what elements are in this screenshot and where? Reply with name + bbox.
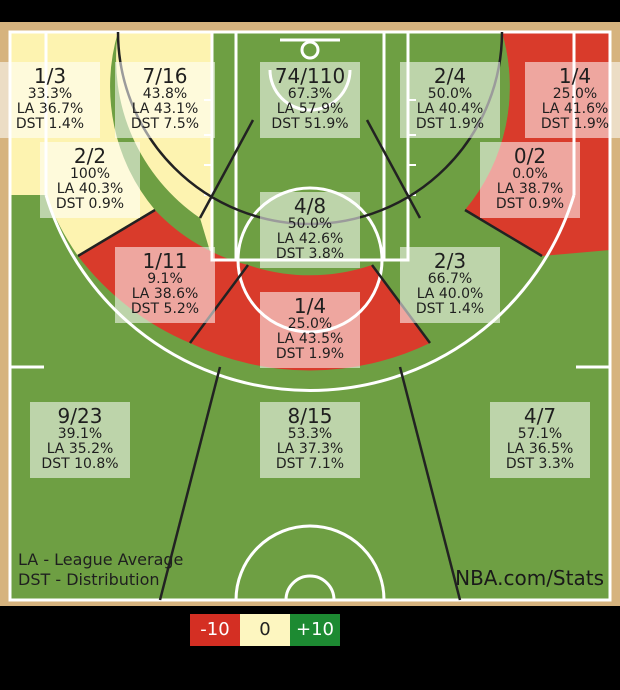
zone-distribution: DST 7.1% <box>275 456 345 472</box>
zone-divider <box>77 208 156 258</box>
zone-distribution: DST 1.4% <box>415 301 485 317</box>
zone-fg-pct: 57.1% <box>517 426 563 442</box>
center-circle <box>234 524 386 601</box>
zone-label-paint-non-ra: 4/8 50.0% LA 42.6% DST 3.8% <box>260 192 360 268</box>
zone-divider <box>188 264 250 344</box>
zone-label-l-wing-mid-top: 7/16 43.8% LA 43.1% DST 7.5% <box>115 62 215 138</box>
zone-shots: 1/4 <box>558 64 592 88</box>
zone-label-r-wing-3: 4/7 57.1% LA 36.5% DST 3.3% <box>490 402 590 478</box>
zone-label-rc3: 1/4 25.0% LA 41.6% DST 1.9% <box>525 62 620 138</box>
zone-shots: 9/23 <box>57 404 103 428</box>
zone-shots: 8/15 <box>287 404 333 428</box>
zone-distribution: DST 1.9% <box>540 116 610 132</box>
zone-label-l-wing-mid: 1/11 9.1% LA 38.6% DST 5.2% <box>115 247 215 323</box>
zone-shots: 1/11 <box>142 249 188 273</box>
zone-league-avg: LA 43.5% <box>276 331 344 347</box>
zone-shots: 4/8 <box>293 194 327 218</box>
legend-below: -10 <box>190 614 240 646</box>
zone-divider <box>365 119 422 219</box>
zone-label-top-3: 8/15 53.3% LA 37.3% DST 7.1% <box>260 402 360 478</box>
zone-shots: 2/2 <box>73 144 107 168</box>
zone-divider <box>198 119 255 219</box>
zone-fg-pct: 50.0% <box>427 86 473 102</box>
zone-league-avg: LA 35.2% <box>46 441 114 457</box>
zone-shots: 74/110 <box>274 64 346 88</box>
zone-label-r-wing-mid-top: 2/4 50.0% LA 40.4% DST 1.9% <box>400 62 500 138</box>
zone-fg-pct: 33.3% <box>27 86 73 102</box>
distribution-note: DST - Distribution <box>18 570 160 589</box>
zone-fg-pct: 50.0% <box>287 216 333 232</box>
zone-divider <box>464 208 543 258</box>
zone-fg-pct: 25.0% <box>287 316 333 332</box>
zone-league-avg: LA 36.5% <box>506 441 574 457</box>
zone-distribution: DST 0.9% <box>55 196 125 212</box>
zone-fg-pct: 43.8% <box>142 86 188 102</box>
brand-watermark: NBA.com/Stats <box>455 566 604 590</box>
zone-fg-pct: 66.7% <box>427 271 473 287</box>
zone-fg-pct: 0.0% <box>512 166 548 182</box>
zone-distribution: DST 5.2% <box>130 301 200 317</box>
zone-league-avg: LA 38.6% <box>131 286 199 302</box>
zone-league-avg: LA 41.6% <box>541 101 609 117</box>
zone-league-avg: LA 37.3% <box>276 441 344 457</box>
zone-divider <box>158 366 222 601</box>
legend-above: +10 <box>290 614 340 646</box>
zone-distribution: DST 7.5% <box>130 116 200 132</box>
color-legend: -10 0 +10 <box>190 614 340 646</box>
zone-distribution: DST 1.9% <box>415 116 485 132</box>
zone-distribution: DST 0.9% <box>495 196 565 212</box>
zone-label-lc3: 1/3 33.3% LA 36.7% DST 1.4% <box>0 62 100 138</box>
zone-shots: 4/7 <box>523 404 557 428</box>
zone-league-avg: LA 57.9% <box>276 101 344 117</box>
zone-fg-pct: 67.3% <box>287 86 333 102</box>
zone-label-l-baseline-mid: 2/2 100% LA 40.3% DST 0.9% <box>40 142 140 218</box>
zone-shots: 1/3 <box>33 64 67 88</box>
zone-label-restricted: 74/110 67.3% LA 57.9% DST 51.9% <box>260 62 360 138</box>
zone-distribution: DST 3.8% <box>275 246 345 262</box>
center-circle-inner <box>284 574 336 601</box>
zone-league-avg: LA 42.6% <box>276 231 344 247</box>
zone-distribution: DST 3.3% <box>505 456 575 472</box>
zone-fg-pct: 39.1% <box>57 426 103 442</box>
zone-distribution: DST 10.8% <box>41 456 119 472</box>
zone-league-avg: LA 43.1% <box>131 101 199 117</box>
zone-fg-pct: 53.3% <box>287 426 333 442</box>
zone-fg-pct: 9.1% <box>147 271 183 287</box>
zone-league-avg: LA 40.0% <box>416 286 484 302</box>
zone-league-avg: LA 40.4% <box>416 101 484 117</box>
three-point-arc <box>44 194 576 392</box>
zone-divider <box>398 366 462 601</box>
zone-league-avg: LA 38.7% <box>496 181 564 197</box>
zone-shots: 2/4 <box>433 64 467 88</box>
zone-shots: 7/16 <box>142 64 188 88</box>
zone-distribution: DST 1.9% <box>275 346 345 362</box>
zone-distribution: DST 51.9% <box>271 116 349 132</box>
zone-shots: 0/2 <box>513 144 547 168</box>
zone-shots: 2/3 <box>433 249 467 273</box>
zone-distribution: DST 1.4% <box>15 116 85 132</box>
zone-league-avg: LA 40.3% <box>56 181 124 197</box>
legend-near: 0 <box>240 614 290 646</box>
zone-league-avg: LA 36.7% <box>16 101 84 117</box>
zone-label-r-wing-mid: 2/3 66.7% LA 40.0% DST 1.4% <box>400 247 500 323</box>
zone-fg-pct: 100% <box>69 166 111 182</box>
league-average-note: LA - League Average <box>18 550 184 569</box>
zone-label-top-key-mid: 1/4 25.0% LA 43.5% DST 1.9% <box>260 292 360 368</box>
zone-label-r-baseline-mid: 0/2 0.0% LA 38.7% DST 0.9% <box>480 142 580 218</box>
zone-shots: 1/4 <box>293 294 327 318</box>
zone-fg-pct: 25.0% <box>552 86 598 102</box>
rim <box>300 40 320 60</box>
zone-label-l-wing-3: 9/23 39.1% LA 35.2% DST 10.8% <box>30 402 130 478</box>
